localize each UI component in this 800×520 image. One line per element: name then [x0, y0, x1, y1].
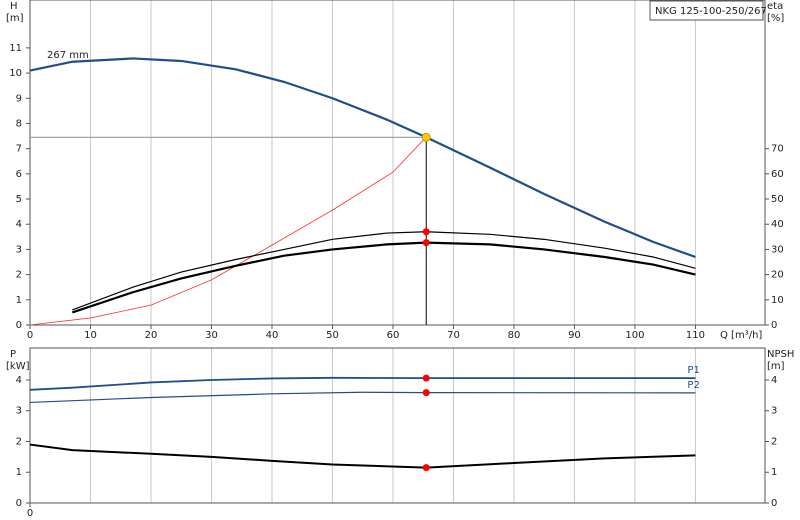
y2-tick-label: 30: [771, 244, 784, 255]
y2-tick-label: 60: [771, 169, 784, 180]
duty-marker: [422, 464, 430, 472]
y-tick-label: 3: [16, 244, 22, 255]
x-tick-label: 0: [27, 508, 33, 519]
y2-tick-label: 3: [771, 406, 777, 417]
x-tick-label: 10: [84, 330, 97, 341]
y2-tick-label: 1: [771, 467, 777, 478]
y2-tick-label: 40: [771, 219, 784, 230]
y-axis-unit: [m]: [6, 13, 24, 24]
y-tick-label: 2: [16, 270, 22, 281]
series-line: [71, 241, 696, 314]
y-tick-label: 7: [16, 144, 22, 155]
duty-marker: [422, 374, 430, 382]
x-tick-label: 0: [27, 330, 33, 341]
y-tick-label: 1: [16, 467, 22, 478]
series-line: [29, 443, 696, 469]
y2-axis-unit: [%]: [767, 13, 784, 24]
series-line: [29, 391, 696, 404]
y-tick-label: 1: [16, 295, 22, 306]
x-tick-label: 70: [447, 330, 460, 341]
x-axis-label: Q [m³/h]: [720, 330, 762, 341]
y2-axis-label: eta: [767, 1, 783, 12]
x-tick-label: 80: [508, 330, 521, 341]
x-tick-label: 100: [625, 330, 644, 341]
y2-axis-unit: [m]: [767, 361, 785, 372]
y-tick-label: 2: [16, 436, 22, 447]
series-line: [29, 136, 427, 326]
y2-tick-label: 4: [771, 375, 777, 386]
plot-frame: [29, 347, 766, 504]
series-line: [72, 231, 696, 311]
x-tick-label: 110: [686, 330, 705, 341]
plot-frame: [29, 0, 766, 326]
series-line: [29, 57, 696, 259]
series-line: [29, 376, 696, 391]
y2-tick-label: 2: [771, 436, 777, 447]
y-tick-label: 4: [16, 219, 22, 230]
y-tick-label: 3: [16, 406, 22, 417]
x-tick-label: 30: [205, 330, 218, 341]
model-label: NKG 125-100-250/267: [655, 6, 767, 17]
y2-tick-label: 0: [771, 498, 777, 509]
duty-marker: [422, 389, 430, 397]
y-tick-label: 0: [16, 498, 22, 509]
duty-marker: [422, 228, 430, 236]
y-axis-label: P: [10, 349, 16, 360]
y2-tick-label: 50: [771, 194, 784, 205]
x-tick-label: 40: [266, 330, 279, 341]
duty-point: [421, 132, 431, 142]
y-tick-label: 0: [16, 320, 22, 331]
y-tick-label: 8: [16, 118, 22, 129]
y2-tick-label: 70: [771, 144, 784, 155]
y-tick-label: 11: [9, 43, 22, 54]
y-axis-unit: [kW]: [6, 361, 30, 372]
series-label: P2: [687, 380, 699, 391]
duty-marker: [422, 239, 430, 247]
x-tick-label: 20: [145, 330, 158, 341]
curve-annotation: 267 mm: [47, 50, 89, 61]
x-tick-label: 60: [387, 330, 400, 341]
y2-tick-label: 10: [771, 295, 784, 306]
y-tick-label: 6: [16, 169, 22, 180]
y-tick-label: 10: [9, 68, 22, 79]
y2-tick-label: 0: [771, 320, 777, 331]
y-tick-label: 5: [16, 194, 22, 205]
x-tick-label: 50: [326, 330, 339, 341]
x-tick-label: 90: [568, 330, 581, 341]
y-axis-label: H: [10, 1, 18, 12]
y-tick-label: 9: [16, 93, 22, 104]
model-box: [649, 0, 764, 21]
series-label: P1: [687, 365, 699, 376]
y-tick-label: 4: [16, 375, 22, 386]
y2-tick-label: 20: [771, 270, 784, 281]
y2-axis-label: NPSH: [767, 349, 794, 360]
